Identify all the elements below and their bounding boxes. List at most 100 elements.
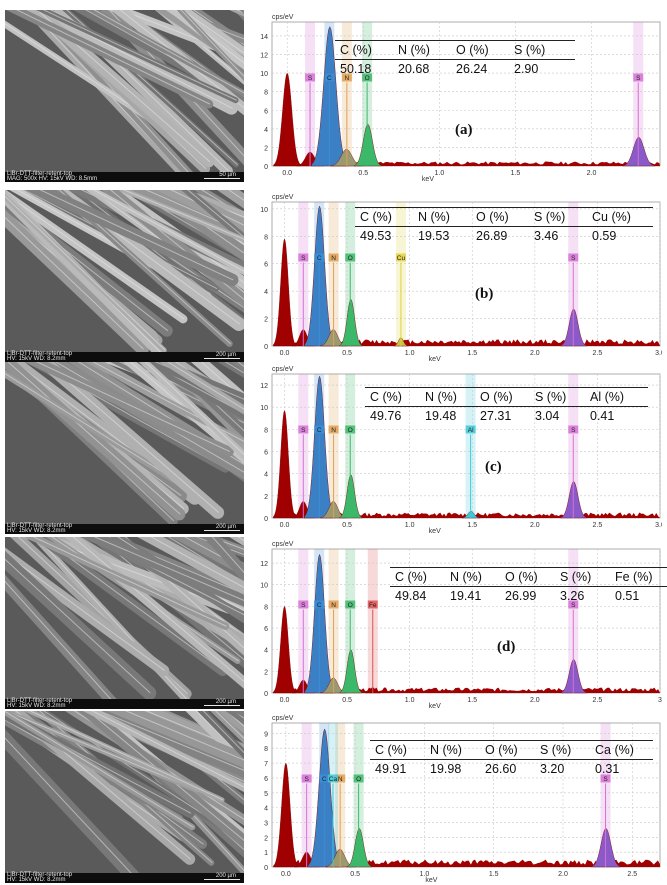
table-column-header: O (%)	[485, 743, 518, 757]
sem-acquisition-params: HV: 15kV WD: 8.2mm	[7, 356, 66, 362]
table-column-header: S (%)	[514, 43, 546, 57]
y-tick-label: 8	[264, 604, 268, 611]
x-tick-label: 2.5	[593, 697, 603, 704]
y-tick-label: 6	[264, 776, 268, 783]
table-mid-rule	[390, 586, 667, 587]
table-column-header: O (%)	[505, 570, 538, 584]
table-value: 19.48	[425, 409, 457, 423]
element-label: S	[308, 75, 313, 82]
eds-spectrum: 0 2 4 6 8 10 12 14 0.0 0.5 1.0 1.5 2.0 cps/eV keV S C N O S	[260, 14, 661, 182]
spectrum-peak	[273, 409, 296, 519]
y-tick-label: 6	[264, 262, 268, 269]
element-label: C	[317, 602, 322, 609]
element-label: O	[365, 75, 370, 82]
x-tick-label: 0.0	[280, 350, 290, 357]
y-tick-label: 12	[260, 383, 268, 390]
table-column-header: S (%)	[540, 743, 572, 757]
table-column-header: N (%)	[450, 570, 482, 584]
y-axis-unit: cps/eV	[272, 715, 294, 722]
sem-acquisition-params: HV: 15kV WD: 8.2mm	[7, 703, 66, 709]
table-column-header: N (%)	[418, 210, 450, 224]
element-label: N	[338, 776, 343, 783]
element-label: O	[348, 602, 353, 609]
element-label: Ca	[329, 776, 338, 783]
x-axis-label: keV	[429, 356, 441, 362]
element-tag	[301, 774, 312, 783]
sem-fibres	[5, 537, 244, 709]
table-column-header: Al (%)	[590, 390, 625, 404]
sem-micrograph: LiBr-DTT-filter-retent-top MAG: 500x HV: …	[5, 10, 244, 182]
x-axis-label: keV	[422, 176, 434, 182]
sem-scale-bar-label: 200 µm	[215, 873, 236, 879]
eds-row: LiBr-DTT-filter-retent-top HV: 15kV WD: 8…	[0, 537, 667, 709]
element-label: N	[345, 75, 350, 82]
panel-label: (b)	[475, 286, 494, 302]
element-tag	[327, 774, 338, 783]
table-column-header: S (%)	[560, 570, 592, 584]
x-tick-label: 0.5	[350, 871, 360, 878]
sem-scale-bar-label: 50 µm	[219, 172, 236, 178]
x-tick-label: 2.0	[530, 350, 540, 357]
eds-row: LiBr-DTT-filter-retent-top HV: 15kV WD: 8…	[0, 362, 667, 534]
x-tick-label: 2.0	[558, 871, 568, 878]
table-value: 49.91	[375, 762, 407, 776]
table-value: 50.18	[340, 62, 372, 76]
x-tick-label: 3.0	[655, 350, 662, 357]
spectrum-peak	[273, 238, 296, 347]
element-tag	[298, 253, 309, 262]
x-tick-label: 1.0	[435, 170, 445, 177]
y-tick-label: 0	[264, 865, 268, 872]
spectrum-peak	[273, 72, 302, 167]
sem-acquisition-params: HV: 15kV WD: 8.2mm	[7, 528, 66, 534]
element-label: O	[348, 427, 353, 434]
eds-row: LiBr-DTT-filter-retent-top HV: 15kV WD: 8…	[0, 711, 667, 883]
table-top-rule	[390, 567, 667, 568]
y-tick-label: 1	[264, 850, 268, 857]
element-tag	[395, 253, 406, 262]
x-tick-label: 2.0	[530, 522, 540, 529]
sem-micrograph: LiBr-DTT-filter-retent-top HV: 15kV WD: 8…	[5, 362, 244, 534]
element-tag	[305, 73, 316, 82]
element-label: O	[356, 776, 361, 783]
element-label: C	[322, 776, 327, 783]
x-tick-label: 3	[658, 697, 662, 704]
y-tick-label: 2	[264, 145, 268, 152]
table-value: 26.99	[505, 589, 537, 603]
x-tick-label: 2.5	[593, 350, 603, 357]
plot-frame	[271, 373, 661, 519]
table-column-header: C (%)	[340, 43, 372, 57]
table-column-header: N (%)	[430, 743, 462, 757]
sem-fibres	[5, 362, 244, 534]
sem-info-bar: LiBr-DTT-filter-retent-top MAG: 500x HV: …	[5, 171, 244, 182]
sem-fibres	[5, 190, 244, 362]
element-label: S	[571, 602, 576, 609]
sem-info-bar: LiBr-DTT-filter-retent-top HV: 15kV WD: 8…	[5, 351, 244, 362]
x-axis-label: keV	[429, 528, 441, 534]
element-label: C	[317, 255, 322, 262]
element-label: S	[301, 427, 306, 434]
y-tick-label: 12	[260, 561, 268, 568]
y-tick-label: 4	[264, 127, 268, 134]
panel-label: (a)	[455, 122, 473, 138]
sem-sample-name: LiBr-DTT-filter-retent-top	[7, 351, 73, 357]
x-tick-label: 1.5	[467, 697, 477, 704]
table-value: 19.53	[418, 229, 450, 243]
sem-sample-name: LiBr-DTT-filter-retent-top	[7, 523, 73, 529]
element-label: O	[348, 255, 353, 262]
x-tick-label: 1.5	[511, 170, 521, 177]
table-top-rule	[370, 740, 653, 741]
table-top-rule	[365, 387, 648, 388]
table-value: 0.31	[595, 762, 620, 776]
y-tick-label: 8	[264, 90, 268, 97]
spectrum-peak	[339, 649, 363, 694]
element-tag	[314, 253, 325, 262]
sem-info-bar: LiBr-DTT-filter-retent-top HV: 15kV WD: 8…	[5, 872, 244, 883]
y-tick-label: 0	[264, 344, 268, 351]
y-axis-unit: cps/eV	[272, 14, 294, 21]
table-mid-rule	[335, 59, 575, 60]
table-column-header: C (%)	[375, 743, 407, 757]
x-tick-label: 1.5	[467, 522, 477, 529]
table-value: 0.41	[590, 409, 615, 423]
y-tick-label: 2	[264, 669, 268, 676]
x-tick-label: 0.5	[342, 522, 352, 529]
